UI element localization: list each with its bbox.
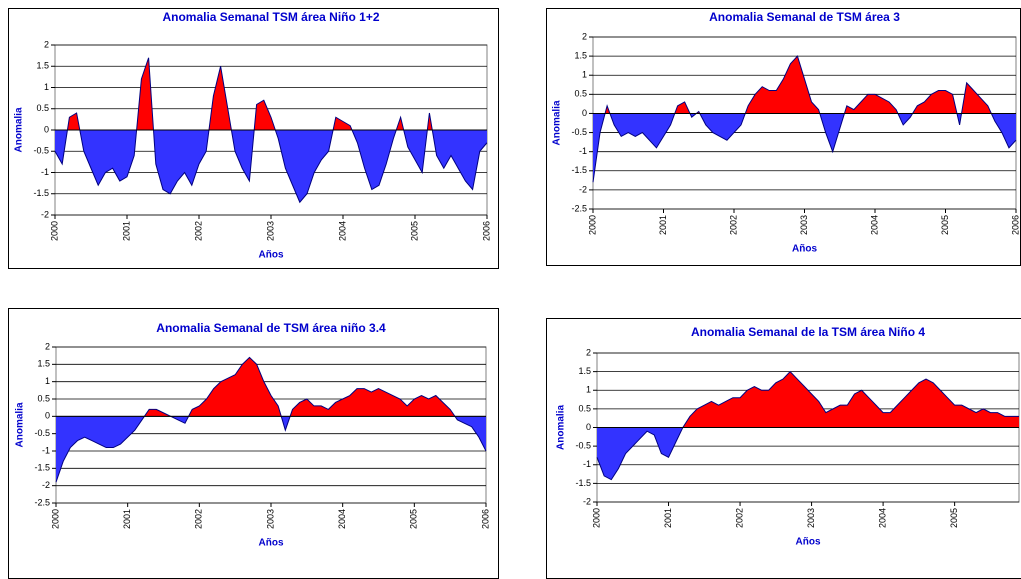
y-tick-label: -1 [583, 459, 591, 469]
area-above [55, 57, 487, 130]
y-tick-label: 1 [44, 82, 49, 92]
y-tick-label: -0.5 [571, 127, 587, 137]
x-tick-label: 2002 [193, 221, 203, 241]
chart-title: Anomalia Semanal de TSM área 3 [709, 10, 900, 24]
y-tick-label: -0.5 [575, 441, 591, 451]
x-axis-title: Años [792, 244, 817, 255]
y-tick-label: -1 [579, 146, 587, 156]
x-tick-label: 2001 [663, 508, 673, 528]
series-line [54, 57, 488, 204]
x-tick-label: 2004 [337, 509, 347, 529]
y-tick-label: 1.5 [574, 50, 587, 60]
y-tick-label: -0.5 [34, 428, 50, 438]
y-tick-label: 1 [582, 70, 587, 80]
x-tick-label: 2000 [50, 509, 60, 529]
y-axis-title: Anomalia [556, 405, 567, 450]
y-tick-label: 2 [44, 39, 49, 49]
x-tick-label: 2001 [658, 215, 668, 235]
y-tick-label: 1 [45, 376, 50, 386]
area-above [597, 371, 1019, 428]
y-tick-label: -1.5 [575, 478, 591, 488]
y-tick-label: 2 [582, 31, 587, 41]
x-axis-title: Años [259, 250, 284, 261]
area-above [56, 357, 486, 417]
x-tick-label: 2002 [734, 508, 744, 528]
y-tick-label: -2 [42, 480, 50, 490]
y-tick-label: 0.5 [578, 403, 591, 413]
area-below [56, 416, 486, 483]
x-tick-label: 2004 [337, 221, 347, 241]
y-tick-label: -0.5 [33, 146, 49, 156]
x-tick-label: 2002 [194, 509, 204, 529]
y-tick-label: 1.5 [36, 61, 49, 71]
x-tick-label: 2004 [869, 215, 879, 235]
y-tick-label: -2 [583, 496, 591, 506]
x-tick-label: 2004 [877, 508, 887, 528]
x-tick-label: 2000 [591, 508, 601, 528]
y-tick-label: 0 [582, 108, 587, 118]
y-tick-label: 0 [44, 124, 49, 134]
series-line [55, 356, 487, 483]
y-tick-label: -1.5 [33, 188, 49, 198]
y-axis-title: Anomalia [15, 402, 26, 447]
x-tick-label: 2003 [799, 215, 809, 235]
y-tick-label: -1.5 [34, 463, 50, 473]
y-tick-label: 2 [586, 347, 591, 357]
x-tick-label: 2006 [481, 221, 491, 241]
x-tick-label: 2001 [122, 509, 132, 529]
x-tick-label: 2002 [728, 215, 738, 235]
y-tick-label: -2.5 [571, 203, 587, 213]
x-tick-label: 2003 [265, 221, 275, 241]
y-tick-label: 1 [586, 385, 591, 395]
y-tick-label: -2.5 [34, 497, 50, 507]
x-tick-label: 2005 [409, 221, 419, 241]
y-tick-label: -2 [579, 184, 587, 194]
y-tick-label: 2 [45, 341, 50, 351]
y-tick-label: 0.5 [36, 103, 49, 113]
x-tick-label: 2000 [587, 215, 597, 235]
y-axis-title: Anomalia [552, 100, 563, 145]
y-tick-label: 0.5 [574, 89, 587, 99]
y-axis-title: Anomalia [14, 107, 25, 152]
y-tick-label: 1.5 [578, 366, 591, 376]
x-tick-label: 2005 [409, 509, 419, 529]
x-tick-label: 2000 [49, 221, 59, 241]
x-tick-label: 2005 [949, 508, 959, 528]
x-tick-label: 2003 [265, 509, 275, 529]
x-tick-label: 2005 [940, 215, 950, 235]
x-tick-label: 2006 [480, 509, 490, 529]
chart-title: Anomalia Semanal de la TSM área Niño 4 [691, 325, 925, 339]
y-tick-label: 0 [45, 411, 50, 421]
y-tick-label: -1.5 [571, 165, 587, 175]
y-tick-label: 1.5 [37, 359, 50, 369]
y-tick-label: -1 [42, 445, 50, 455]
area-above [593, 56, 1016, 114]
y-tick-label: -1 [41, 167, 49, 177]
series-line [596, 370, 1019, 481]
area-below [593, 113, 1016, 183]
x-tick-label: 2001 [121, 221, 131, 241]
x-axis-title: Años [796, 537, 821, 548]
x-tick-label: 2006 [1010, 215, 1020, 235]
area-below [597, 427, 1019, 480]
chart-title: Anomalia Semanal de TSM área niño 3.4 [156, 321, 386, 335]
series-line [592, 55, 1017, 183]
y-tick-label: 0 [586, 422, 591, 432]
x-tick-label: 2003 [806, 508, 816, 528]
x-axis-title: Años [259, 538, 284, 549]
chart-title: Anomalia Semanal TSM área Niño 1+2 [162, 10, 379, 24]
y-tick-label: 0.5 [37, 393, 50, 403]
y-tick-label: -2 [41, 209, 49, 219]
